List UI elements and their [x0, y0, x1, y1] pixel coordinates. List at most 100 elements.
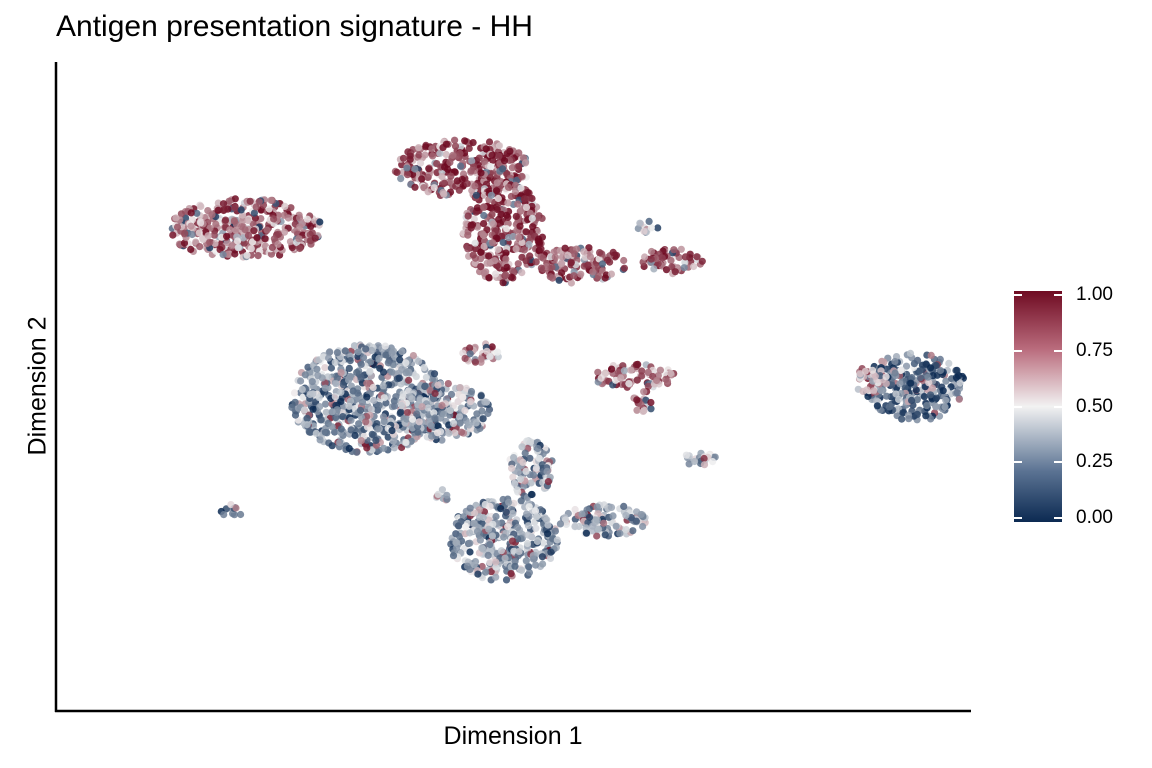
legend-tick-mark: [1054, 349, 1062, 352]
data-point: [296, 214, 304, 222]
data-point: [347, 426, 355, 434]
data-point: [499, 238, 507, 247]
data-point: [521, 449, 529, 457]
data-point: [503, 225, 511, 233]
data-point: [620, 367, 629, 375]
data-point: [466, 539, 474, 547]
data-point: [511, 187, 520, 196]
data-point: [487, 568, 495, 576]
data-point: [548, 274, 557, 282]
data-point: [502, 249, 510, 257]
data-point: [455, 532, 464, 541]
data-point: [586, 253, 595, 261]
data-point: [907, 379, 915, 387]
data-point: [375, 354, 383, 363]
data-point: [332, 414, 340, 422]
data-point: [180, 239, 189, 247]
data-point: [395, 374, 403, 382]
data-point: [467, 167, 475, 175]
data-point: [447, 390, 456, 398]
data-point: [942, 396, 950, 404]
data-point: [466, 529, 474, 537]
data-point: [244, 216, 252, 225]
data-point: [339, 413, 347, 421]
data-point: [325, 354, 333, 362]
data-point: [532, 561, 540, 569]
data-point: [556, 520, 565, 528]
data-point: [582, 529, 591, 537]
data-point: [896, 380, 904, 388]
data-point: [632, 517, 640, 525]
data-point: [206, 238, 214, 246]
data-point: [461, 137, 469, 145]
legend-tick-mark: [1014, 405, 1022, 408]
data-point: [492, 512, 500, 521]
data-point: [255, 198, 263, 206]
data-point: [373, 425, 382, 433]
data-point: [376, 364, 384, 372]
data-point: [478, 562, 486, 571]
data-point: [499, 495, 507, 504]
data-point: [246, 197, 254, 205]
data-point: [239, 217, 247, 225]
data-point: [398, 347, 406, 356]
data-point: [477, 392, 485, 400]
data-point: [354, 348, 362, 356]
data-point: [434, 381, 442, 389]
data-point: [533, 513, 541, 521]
data-point: [333, 349, 341, 357]
data-point: [357, 437, 365, 445]
data-point: [473, 204, 482, 212]
color-legend: 1.00 0.75 0.50 0.25 0.00: [1014, 284, 1144, 528]
data-point: [391, 402, 399, 410]
data-point: [226, 226, 234, 234]
legend-tick-mark: [1014, 294, 1022, 296]
data-point: [233, 237, 242, 245]
data-point: [445, 429, 453, 437]
data-point: [469, 139, 477, 147]
data-point: [469, 251, 477, 259]
data-point: [328, 408, 336, 416]
data-point: [527, 479, 535, 487]
data-point: [570, 272, 578, 280]
data-point: [491, 257, 499, 265]
data-point: [442, 150, 450, 159]
data-point: [261, 235, 269, 243]
data-point: [303, 421, 311, 429]
data-point: [463, 180, 471, 188]
data-point: [480, 211, 488, 220]
data-point: [693, 253, 701, 261]
data-point: [593, 532, 601, 540]
data-point: [475, 154, 483, 162]
data-point: [231, 195, 239, 203]
data-point: [187, 222, 195, 230]
data-point: [553, 536, 561, 544]
data-point: [370, 396, 378, 405]
data-point: [532, 258, 540, 266]
data-point: [539, 254, 547, 262]
data-point: [447, 172, 455, 180]
data-point: [627, 366, 635, 374]
data-point: [952, 373, 961, 381]
data-point: [525, 503, 533, 511]
data-point: [331, 393, 339, 401]
data-point: [895, 395, 903, 404]
data-point: [603, 256, 612, 264]
data-point: [570, 250, 578, 258]
data-point: [440, 190, 448, 198]
data-point: [578, 510, 586, 518]
data-point: [506, 156, 514, 164]
data-point: [291, 398, 299, 406]
data-point: [629, 527, 637, 535]
data-point: [532, 524, 540, 532]
data-point: [467, 387, 476, 396]
data-point: [429, 152, 437, 160]
data-point: [357, 373, 365, 381]
data-point: [305, 428, 313, 436]
data-point: [520, 195, 529, 203]
data-point: [418, 403, 426, 411]
data-point: [440, 410, 448, 418]
data-point: [434, 490, 442, 498]
data-point: [594, 525, 603, 533]
data-point: [914, 356, 922, 364]
